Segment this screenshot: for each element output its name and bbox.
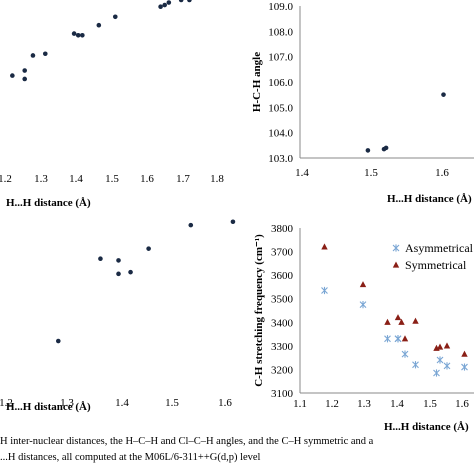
- data-point: [116, 271, 121, 277]
- data-point: [22, 68, 28, 73]
- caption-line-1: H inter-nuclear distances, the H–C–H and…: [0, 436, 374, 447]
- data-point: [461, 350, 468, 357]
- y-tick-label: 3100: [271, 388, 294, 400]
- y-tick-label: 3700: [271, 247, 294, 259]
- data-point: [188, 222, 194, 228]
- data-point: [158, 4, 163, 10]
- data-point: [162, 2, 168, 8]
- x-tick-label: 1.6: [435, 167, 449, 179]
- data-point: [365, 148, 371, 153]
- x-tick-label: 1.4: [295, 167, 309, 179]
- data-point: [146, 246, 151, 251]
- x-tick-label: 1.3: [34, 173, 48, 185]
- y-tick-label: 107.0: [268, 52, 293, 64]
- data-point: [112, 14, 118, 20]
- data-point: [443, 362, 451, 370]
- data-point: [116, 258, 121, 263]
- y-tick-label: 104.0: [268, 128, 293, 140]
- data-point: [441, 92, 446, 97]
- data-point: [187, 0, 192, 3]
- data-point: [30, 53, 36, 58]
- y-tick-label: 105.0: [268, 102, 293, 114]
- x-tick-label: 1.5: [165, 397, 179, 409]
- data-point: [359, 281, 367, 288]
- data-point: [401, 350, 409, 358]
- y-tick-label: 108.0: [268, 26, 293, 38]
- data-point: [394, 314, 402, 321]
- legend-marker: [392, 261, 400, 268]
- caption-line-2: ...H distances, all computed at the M06L…: [0, 452, 261, 463]
- x-axis-title: H...H distance (Å): [387, 193, 472, 205]
- data-point: [42, 51, 48, 57]
- data-point: [178, 0, 184, 3]
- y-tick-label: 3600: [271, 270, 294, 282]
- data-point: [321, 286, 328, 295]
- data-point: [384, 335, 391, 343]
- data-point: [80, 32, 85, 38]
- x-tick-label: 1.6: [218, 397, 232, 409]
- data-point: [398, 318, 405, 325]
- chart-top-left: 1.2 1.3 1.4 1.5 1.6 1.7 1.8 H...H distance (Å): [0, 0, 224, 209]
- legend-label: Symmetrical: [405, 258, 467, 272]
- y-tick-label: 3300: [271, 341, 294, 353]
- data-point: [443, 342, 451, 349]
- x-tick-label: 1.3: [357, 398, 371, 410]
- data-point: [230, 219, 236, 225]
- data-point: [96, 22, 102, 28]
- data-point: [75, 32, 81, 38]
- x-axis-title: H...H distance (Å): [6, 197, 91, 209]
- legend-marker: [392, 244, 400, 252]
- y-tick-label: 103.0: [268, 153, 293, 165]
- y-tick-label: 3400: [271, 317, 294, 329]
- x-axis-title: H...H distance (Å): [384, 421, 469, 433]
- y-tick-label: 106.0: [268, 77, 293, 89]
- x-tick-label: 1.5: [364, 167, 378, 179]
- data-point: [98, 256, 103, 262]
- x-tick-label: 1.5: [423, 398, 437, 410]
- y-tick-label: 109.0: [268, 1, 293, 13]
- data-point: [55, 338, 61, 344]
- x-tick-label: 1.8: [210, 173, 224, 185]
- data-point: [412, 361, 419, 369]
- y-axis-title: C-H stretching frequency (cm⁻¹): [253, 234, 265, 387]
- x-tick-label: 1.6: [455, 398, 469, 410]
- x-tick-label: 1.2: [0, 397, 13, 409]
- x-tick-label: 1.4: [115, 397, 129, 409]
- x-axis-title: H...H distance (Å): [6, 401, 91, 413]
- x-tick-label: 1.6: [140, 173, 154, 185]
- data-point: [461, 363, 468, 371]
- data-point: [412, 317, 419, 324]
- legend-label: Asymmetrical: [405, 241, 474, 255]
- y-tick-label: 3800: [271, 223, 294, 235]
- x-tick-label: 1.4: [390, 398, 404, 410]
- chart-bottom-right: 1.1 1.2 1.3 1.4 1.5 1.6 3100 3200 3300 3400 3500 36…: [253, 223, 474, 433]
- data-point: [22, 76, 28, 82]
- data-point: [321, 243, 328, 250]
- data-point: [433, 369, 440, 377]
- x-tick-label: 1.1: [293, 398, 307, 410]
- data-point: [384, 318, 391, 325]
- x-tick-label: 1.4: [69, 173, 83, 185]
- x-tick-label: 1.7: [176, 173, 190, 185]
- data-point: [401, 335, 409, 342]
- data-point: [394, 335, 402, 343]
- data-point: [436, 343, 444, 350]
- chart-bottom-left: 1.2 1.3 1.4 1.5 1.6 H...H distance (Å): [0, 219, 236, 413]
- y-tick-label: 3200: [271, 364, 294, 376]
- data-point: [10, 73, 15, 78]
- data-point: [128, 269, 133, 275]
- data-point: [166, 0, 172, 5]
- x-tick-label: 1.2: [325, 398, 339, 410]
- chart-top-right: 1.4 1.5 1.6 103.0 104.0 105.0 106.0 107.0 108.0 1…: [251, 1, 474, 205]
- x-tick-label: 1.2: [0, 173, 12, 185]
- data-point: [359, 301, 367, 309]
- x-tick-label: 1.3: [60, 397, 74, 409]
- data-point: [383, 145, 389, 151]
- x-tick-label: 1.5: [105, 173, 119, 185]
- y-axis-title: H-C-H angle: [251, 52, 263, 112]
- data-point: [436, 356, 444, 364]
- data-point: [71, 31, 77, 36]
- y-tick-label: 3500: [271, 294, 294, 306]
